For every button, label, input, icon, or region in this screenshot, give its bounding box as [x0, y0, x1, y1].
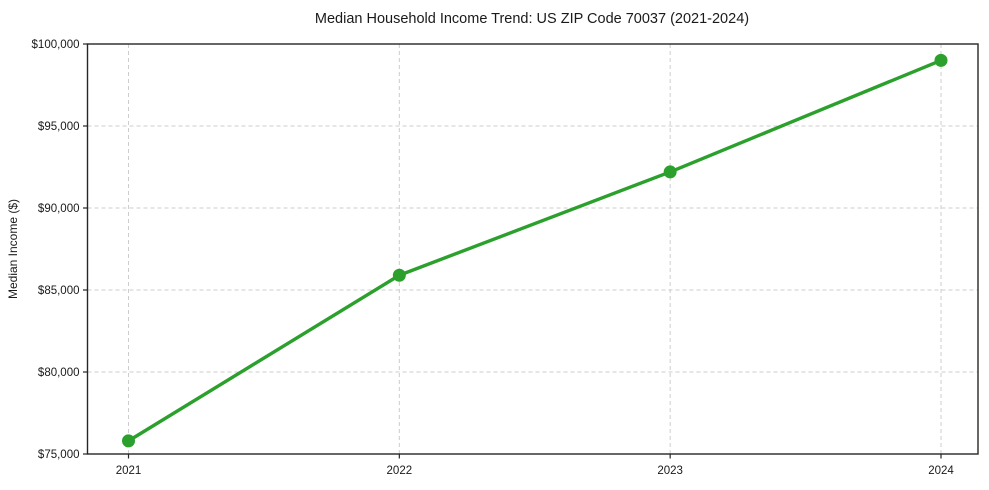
- data-point-marker: [663, 165, 677, 179]
- y-tick-label: $80,000: [38, 367, 80, 379]
- y-axis-label: Median Income ($): [6, 199, 20, 299]
- y-tick-label: $90,000: [38, 203, 80, 215]
- y-tick-label: $100,000: [32, 39, 80, 51]
- x-tick-label: 2023: [657, 465, 683, 477]
- x-tick-label: 2024: [928, 465, 954, 477]
- y-tick-label: $85,000: [38, 285, 80, 297]
- y-tick-label: $95,000: [38, 121, 80, 133]
- chart-title: Median Household Income Trend: US ZIP Co…: [315, 11, 749, 27]
- trend-line: [126, 58, 943, 443]
- y-tick-label: $75,000: [38, 449, 80, 461]
- axes-border: [86, 43, 979, 455]
- data-point-marker: [392, 268, 406, 282]
- plot-area: $75,000 $80,000 $85,000 $90,000 $95,000 $100,…: [32, 39, 979, 477]
- data-point-marker: [934, 53, 948, 67]
- data-point-marker: [122, 434, 135, 448]
- x-tick-label: 2021: [116, 465, 142, 477]
- x-tick-label: 2022: [387, 465, 413, 477]
